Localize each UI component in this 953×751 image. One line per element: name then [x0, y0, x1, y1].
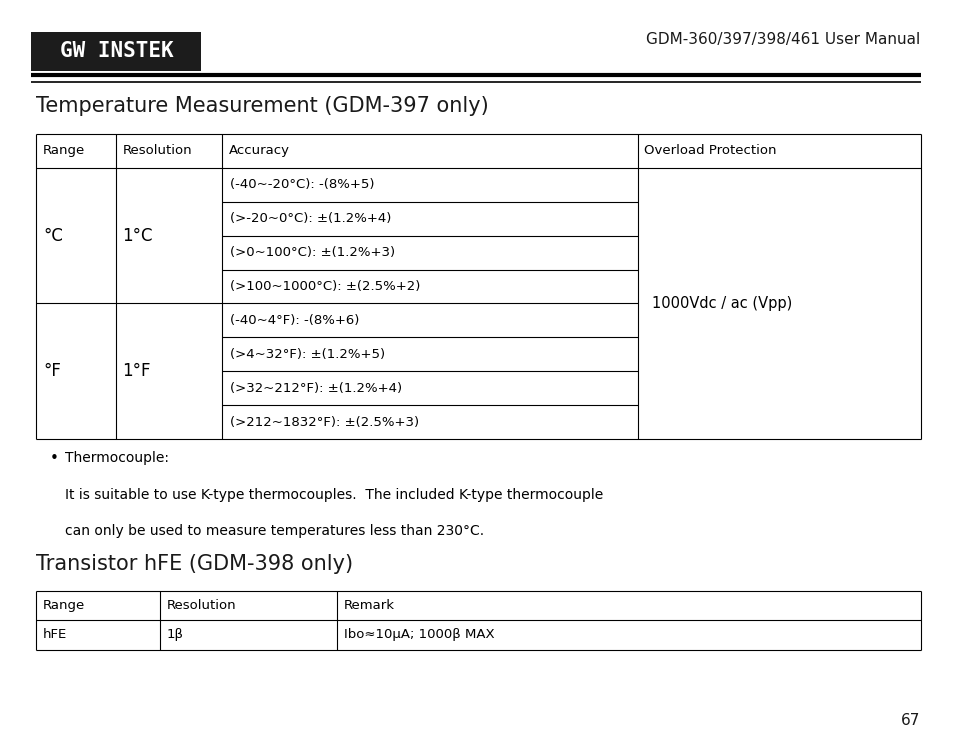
Text: (>0~100°C): ±(1.2%+3): (>0~100°C): ±(1.2%+3)	[230, 246, 395, 259]
FancyBboxPatch shape	[31, 32, 201, 71]
Text: Temperature Measurement (GDM-397 only): Temperature Measurement (GDM-397 only)	[36, 96, 489, 116]
Text: GDM-360/397/398/461 User Manual: GDM-360/397/398/461 User Manual	[646, 32, 920, 47]
Text: (>4~32°F): ±(1.2%+5): (>4~32°F): ±(1.2%+5)	[230, 348, 384, 361]
Text: (>100~1000°C): ±(2.5%+2): (>100~1000°C): ±(2.5%+2)	[230, 280, 419, 293]
Text: Thermocouple:: Thermocouple:	[65, 451, 169, 465]
Text: 1000Vdc / ac (Vpp): 1000Vdc / ac (Vpp)	[651, 296, 791, 311]
Text: 1°C: 1°C	[122, 227, 152, 245]
Text: Resolution: Resolution	[167, 599, 236, 612]
Text: (-40~-20°C): -(8%+5): (-40~-20°C): -(8%+5)	[230, 178, 374, 191]
Text: 67: 67	[901, 713, 920, 728]
Text: Overload Protection: Overload Protection	[643, 144, 776, 157]
Text: (>-20~0°C): ±(1.2%+4): (>-20~0°C): ±(1.2%+4)	[230, 212, 391, 225]
Text: GW INSTEK: GW INSTEK	[59, 41, 173, 61]
Text: Ibo≈10μA; 1000β MAX: Ibo≈10μA; 1000β MAX	[343, 629, 494, 641]
Text: It is suitable to use K-type thermocouples.  The included K-type thermocouple: It is suitable to use K-type thermocoupl…	[65, 488, 602, 502]
Text: Resolution: Resolution	[122, 144, 192, 157]
Text: Transistor hFE (GDM-398 only): Transistor hFE (GDM-398 only)	[36, 554, 353, 575]
Text: Remark: Remark	[343, 599, 395, 612]
Text: (>212~1832°F): ±(2.5%+3): (>212~1832°F): ±(2.5%+3)	[230, 416, 418, 429]
Text: Range: Range	[43, 599, 85, 612]
Text: °F: °F	[43, 363, 61, 381]
Text: hFE: hFE	[43, 629, 67, 641]
Text: 1β: 1β	[167, 629, 184, 641]
Text: °C: °C	[43, 227, 63, 245]
Text: (-40~4°F): -(8%+6): (-40~4°F): -(8%+6)	[230, 314, 358, 327]
Text: can only be used to measure temperatures less than 230°C.: can only be used to measure temperatures…	[65, 524, 483, 538]
Text: (>32~212°F): ±(1.2%+4): (>32~212°F): ±(1.2%+4)	[230, 382, 401, 395]
Text: 1°F: 1°F	[122, 363, 151, 381]
Text: Range: Range	[43, 144, 85, 157]
Text: •: •	[50, 451, 58, 466]
Text: Accuracy: Accuracy	[229, 144, 290, 157]
